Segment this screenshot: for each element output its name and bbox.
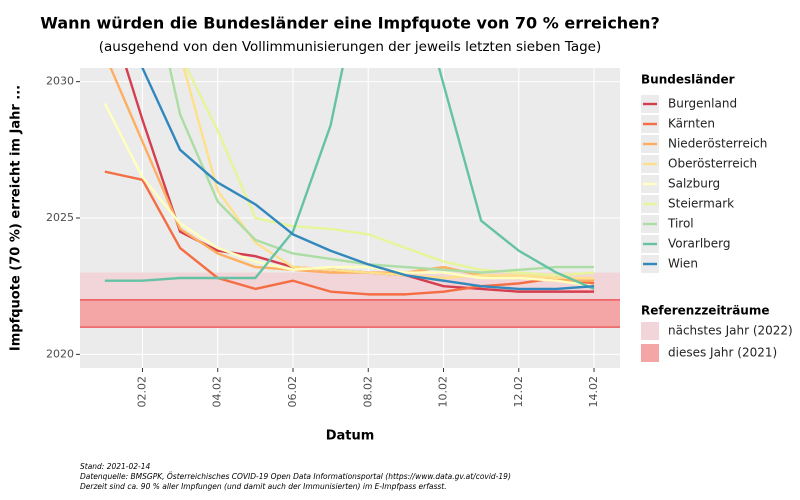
- series-line: [141, 68, 595, 291]
- x-tick-label: 06.02: [286, 376, 299, 408]
- footnote: Derzeit sind ca. 90 % aller Impfungen (u…: [80, 482, 447, 491]
- legend-label: Vorarlberg: [668, 237, 731, 251]
- x-tick-label: 12.02: [512, 376, 525, 408]
- x-axis-label: Datum: [326, 429, 375, 444]
- series-line: [168, 68, 595, 274]
- x-tick-label: 14.02: [587, 376, 600, 408]
- legend-label: Wien: [668, 257, 698, 271]
- legend-label: Burgenland: [668, 97, 737, 111]
- series-line: [103, 102, 595, 288]
- y-axis-label: Impfquote (70 %) erreicht im Jahr ...: [9, 85, 24, 351]
- legend-label: Steiermark: [668, 197, 734, 211]
- series-line: [185, 68, 595, 277]
- plot-area: [80, 68, 620, 328]
- legend-label: nächstes Jahr (2022): [668, 324, 793, 338]
- reference-band: [80, 299, 620, 328]
- legend-title: Bundesländer: [641, 73, 735, 87]
- legend-label: Niederösterreich: [668, 137, 767, 151]
- x-tick-label: 10.02: [437, 376, 450, 408]
- footnote: Stand: 2021-02-14: [80, 462, 151, 471]
- legend-label: Oberösterreich: [668, 157, 757, 171]
- x-tick-label: 08.02: [361, 376, 374, 408]
- footnote: Datenquelle: BMSGPK, Österreichisches CO…: [80, 472, 511, 481]
- legend-title: Referenzzeiträume: [641, 304, 770, 318]
- legend-key: [641, 344, 659, 362]
- series-line: [104, 170, 595, 296]
- y-tick-label: 2025: [46, 211, 74, 224]
- series-line: [182, 68, 595, 280]
- chart-title: Wann würden die Bundesländer eine Impfqu…: [40, 14, 659, 33]
- legend-label: dieses Jahr (2021): [668, 346, 777, 360]
- legend-key: [641, 322, 659, 340]
- series-line: [104, 68, 595, 291]
- legend-label: Kärnten: [668, 117, 715, 131]
- legend-label: Salzburg: [668, 177, 720, 191]
- chart-subtitle: (ausgehend von den Vollimmunisierungen d…: [99, 39, 602, 55]
- y-tick-label: 2020: [46, 347, 74, 360]
- x-tick-label: 02.02: [135, 376, 148, 408]
- x-tick-label: 04.02: [211, 376, 224, 408]
- legend-label: Tirol: [667, 217, 694, 231]
- y-tick-label: 2030: [46, 75, 74, 88]
